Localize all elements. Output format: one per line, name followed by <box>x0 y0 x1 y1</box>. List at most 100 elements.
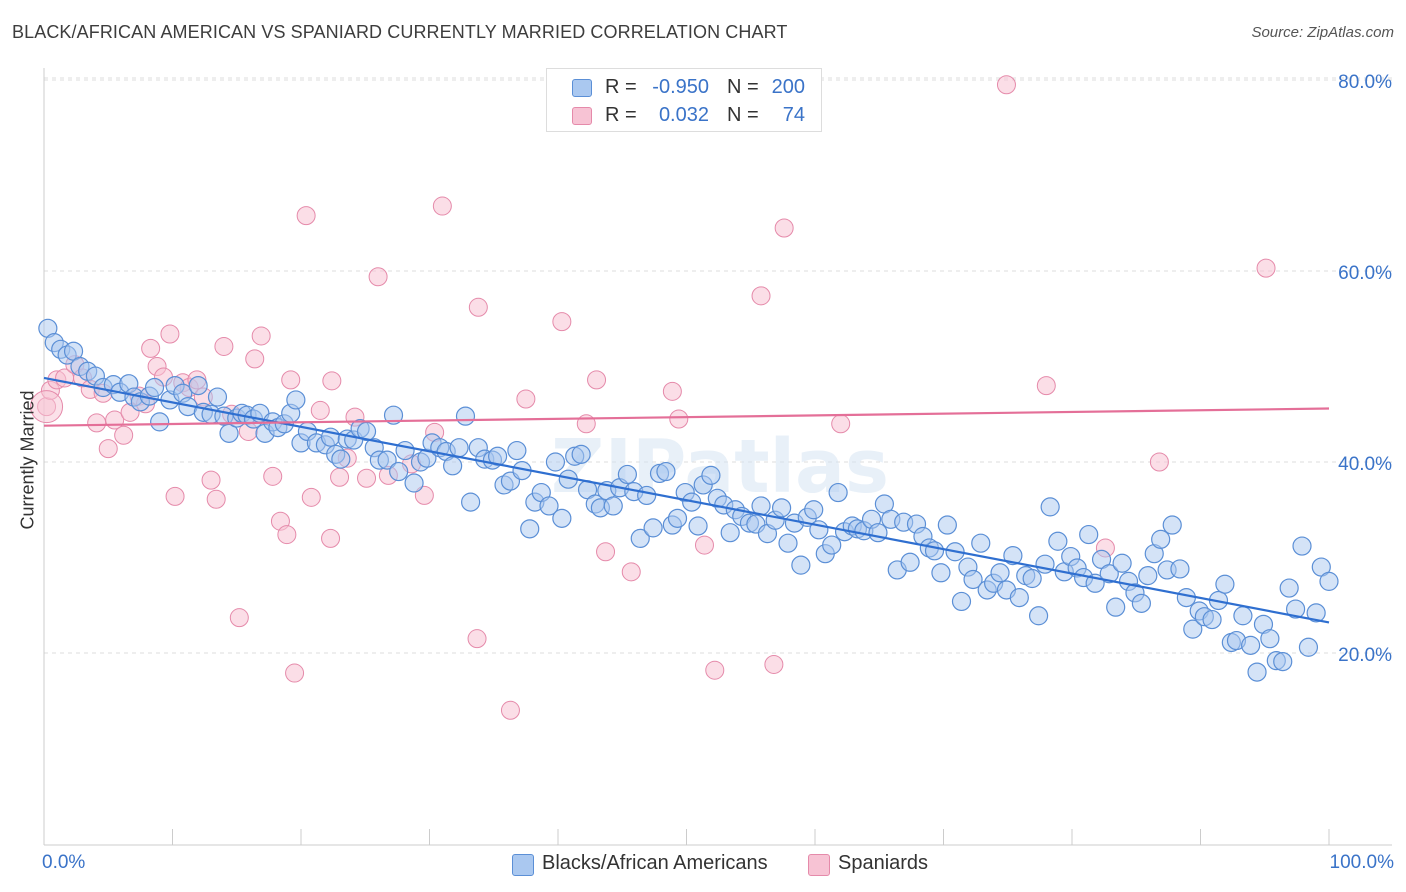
black-point <box>637 485 657 506</box>
y-tick-labels: 20.0% 40.0% 60.0% 80.0% <box>1338 72 1392 666</box>
y-tick-label: 40.0% <box>1338 454 1392 475</box>
spaniard-point <box>831 414 851 434</box>
spaniard-point <box>114 425 134 445</box>
spaniard-point <box>251 326 271 346</box>
black-point <box>1319 571 1339 591</box>
black-point <box>1183 619 1203 639</box>
spaniard-point <box>996 75 1016 95</box>
spaniards-trend-line <box>43 407 1330 427</box>
black-point <box>804 500 824 520</box>
black-point <box>571 444 591 464</box>
black-point <box>219 423 239 443</box>
chart-source: Source: ZipAtlas.com <box>1251 24 1394 41</box>
black-point <box>1079 524 1099 545</box>
black-point <box>603 496 623 516</box>
black-point <box>791 555 811 575</box>
spaniard-point <box>774 218 794 238</box>
spaniard-point <box>467 629 487 649</box>
black-point <box>963 569 983 590</box>
spaniard-point <box>1149 452 1169 472</box>
spaniard-point <box>596 542 616 562</box>
spaniard-point <box>263 466 283 486</box>
spaniard-point <box>245 349 265 369</box>
black-point <box>1170 559 1190 579</box>
spaniard-point <box>301 487 321 507</box>
black-point <box>520 519 540 539</box>
black-point <box>822 535 842 555</box>
black-point <box>404 473 424 493</box>
series-swatch-pink <box>808 854 830 876</box>
spaniard-point <box>705 660 725 680</box>
spaniard-point <box>98 439 118 459</box>
black-point <box>383 405 404 425</box>
black-point <box>207 387 228 407</box>
spaniard-point <box>414 485 434 505</box>
black-point <box>545 452 566 472</box>
spaniard-point <box>87 413 107 433</box>
spaniard-point <box>1036 376 1056 396</box>
spaniard-point <box>310 400 330 420</box>
black-point <box>951 591 972 612</box>
series-legend-label: Blacks/African Americans <box>542 852 768 874</box>
black-point <box>971 533 991 553</box>
spaniard-point <box>296 206 316 226</box>
spaniard-point <box>229 608 249 628</box>
spaniard-point <box>165 486 185 506</box>
black-point <box>1138 566 1158 586</box>
legend-n-label: N = <box>727 104 759 126</box>
spaniard-point <box>587 370 607 390</box>
spaniard-point <box>1256 258 1276 278</box>
legend-r-label: R = <box>605 76 637 98</box>
spaniard-point <box>516 389 536 409</box>
spaniard-point <box>206 489 226 509</box>
black-point <box>1106 597 1126 617</box>
spaniard-point <box>621 562 641 582</box>
spaniard-point <box>432 196 452 216</box>
black-point <box>539 496 559 516</box>
spaniard-point <box>694 535 714 555</box>
legend-r-value: -0.950 <box>652 76 709 98</box>
spaniard-point <box>368 267 388 287</box>
spaniard-point <box>277 525 297 545</box>
spaniard-point <box>357 468 377 488</box>
axes <box>43 68 1392 846</box>
black-point <box>937 515 957 535</box>
black-point <box>144 377 165 398</box>
black-point <box>656 461 676 482</box>
black-point <box>443 456 463 476</box>
black-point <box>1279 578 1299 598</box>
black-point <box>990 563 1010 583</box>
black-point <box>1202 609 1222 630</box>
y-tick-label: 80.0% <box>1338 72 1392 93</box>
black-point <box>395 440 415 461</box>
spaniard-point <box>330 467 350 487</box>
black-point <box>630 528 650 549</box>
black-point <box>931 563 951 583</box>
black-point <box>900 552 920 572</box>
black-point <box>1162 515 1182 535</box>
black-point <box>1285 599 1306 619</box>
black-point <box>389 461 409 482</box>
black-point <box>1292 536 1312 556</box>
black-point <box>1003 545 1023 566</box>
legend-swatch-blue <box>572 79 592 97</box>
series-legend: Blacks/African Americans Spaniards <box>0 850 1406 880</box>
black-point <box>720 523 740 543</box>
legend-r-value: 0.032 <box>658 104 709 126</box>
y-tick-label: 20.0% <box>1338 645 1392 666</box>
black-point <box>771 498 792 518</box>
black-point <box>188 376 208 396</box>
black-point <box>688 516 708 536</box>
legend-n-value: 74 <box>782 104 805 126</box>
black-point <box>617 464 637 485</box>
blacks-trend-line <box>43 376 1330 624</box>
trend-lines <box>43 376 1330 624</box>
spaniard-point <box>141 338 161 358</box>
black-point <box>461 492 481 512</box>
black-point <box>1273 651 1293 672</box>
black-point <box>924 541 945 561</box>
black-point <box>1040 497 1060 517</box>
black-point <box>552 508 572 528</box>
chart-title: BLACK/AFRICAN AMERICAN VS SPANIARD CURRE… <box>12 22 788 42</box>
spaniard-point <box>322 371 342 391</box>
